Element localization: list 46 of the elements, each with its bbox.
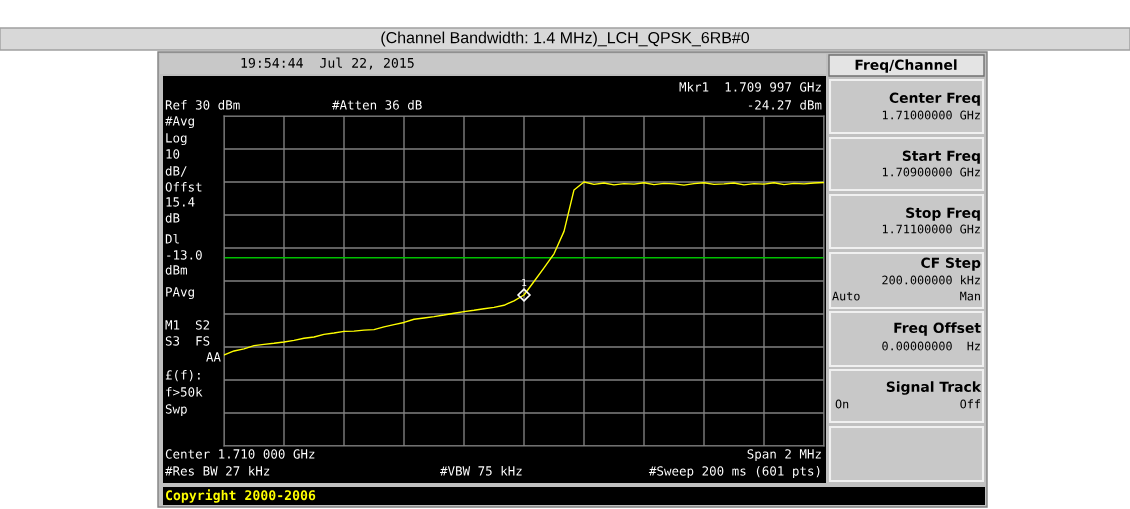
text: Auto — [832, 291, 860, 301]
text: PAvg — [166, 287, 194, 300]
text: AA — [206, 352, 221, 362]
text: S3 FS — [165, 336, 210, 346]
text: Freq Offset — [894, 322, 981, 336]
text: 19:54:44 Jul 22, 2015 — [241, 57, 414, 70]
text: Freq/Channel — [855, 59, 957, 73]
text: Signal Track — [886, 381, 982, 395]
text: f>50k — [166, 386, 203, 397]
text: Off — [960, 399, 981, 409]
text: Mkr1 1.709 997 GHz — [679, 81, 821, 92]
text: dBm — [165, 264, 187, 275]
text: 10 — [166, 149, 180, 159]
text: 1.71000000 GHz — [882, 110, 980, 120]
text: -24.27 dBm — [748, 99, 822, 110]
text: Center 1.710 000 GHz — [165, 449, 315, 459]
text: #VBW 75 kHz — [440, 465, 522, 476]
text: #Res BW 27 kHz — [165, 465, 270, 476]
text: #Sweep 200 ms (601 pts) — [648, 466, 820, 479]
text: 1.71100000 GHz — [882, 224, 980, 234]
text: £(f): — [165, 369, 200, 382]
text: Ref 30 dBm — [165, 99, 240, 110]
text: Span 2 MHz — [747, 449, 821, 462]
text: 200.000000 kHz — [882, 275, 980, 285]
chart-title: (Channel Bandwidth: 1.4 MHz)_LCH_QPSK_6RB#0 — [381, 31, 750, 47]
text: Stop Freq — [906, 207, 980, 221]
text: -13.0 — [167, 250, 202, 260]
text: Copyright 2000-2006 — [165, 489, 316, 503]
text: Offst — [165, 181, 202, 192]
annotation: 1 — [522, 278, 527, 287]
text: 15.4 — [166, 197, 195, 207]
text: Log — [166, 133, 187, 146]
text: Start Freq — [902, 150, 980, 164]
text: Center Freq — [889, 92, 980, 106]
text: #Atten 36 dB — [332, 99, 422, 110]
text: Man — [960, 291, 980, 301]
text: M1 S2 — [165, 320, 210, 330]
text: 1.70900000 GHz — [882, 167, 980, 177]
text: dB — [165, 212, 180, 223]
text: #Avg — [165, 116, 194, 129]
text: On — [835, 399, 849, 409]
text: CF Step — [921, 257, 981, 271]
text: Swp — [165, 404, 187, 417]
text: Dl — [165, 233, 179, 244]
text: dB/ — [165, 165, 187, 177]
text: 0.00000000 Hz — [882, 341, 980, 351]
